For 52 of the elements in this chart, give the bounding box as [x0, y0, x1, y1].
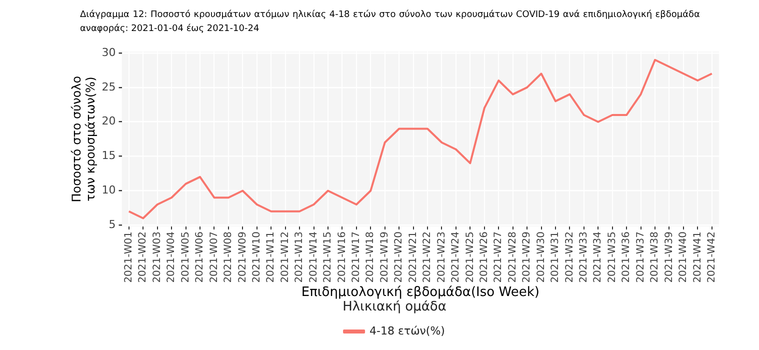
x-tick-label: 2021-W42 — [706, 232, 718, 283]
x-tick-label: 2021-W15 — [322, 232, 334, 283]
y-tick-label: 10 — [102, 184, 116, 197]
x-tick-label: 2021-W35 — [606, 232, 618, 283]
x-axis-title: Επιδημιολογική εβδομάδα(Iso Week) — [301, 284, 540, 300]
y-tick-label: 25 — [102, 80, 116, 94]
x-tick-label: 2021-W37 — [635, 232, 646, 283]
x-tick-label: 2021-W13 — [294, 232, 306, 283]
x-tick-label: 2021-W03 — [152, 232, 163, 283]
x-tick-label: 2021-W10 — [251, 232, 262, 283]
x-tick-label: 2021-W08 — [223, 232, 234, 283]
x-tick-label: 2021-W29 — [522, 232, 533, 283]
x-tick-label: 2021-W14 — [308, 232, 320, 283]
x-tick-label: 2021-W36 — [621, 232, 632, 283]
x-tick-label: 2021-W28 — [507, 232, 518, 283]
x-tick-label: 2021-W01 — [124, 232, 134, 283]
x-tick-label: 2021-W32 — [564, 232, 576, 283]
x-tick-label: 2021-W31 — [550, 232, 562, 283]
legend-label: 4-18 ετών(%) — [370, 324, 445, 338]
x-tick-label: 2021-W20 — [394, 232, 405, 283]
x-tick-label: 2021-W18 — [365, 232, 376, 283]
y-tick-label: 30 — [102, 46, 116, 59]
x-tick-label: 2021-W19 — [379, 232, 390, 283]
x-tick-label: 2021-W06 — [194, 232, 206, 283]
x-tick-label: 2021-W27 — [493, 232, 504, 283]
x-tick-label: 2021-W38 — [650, 232, 661, 283]
x-tick-label: 2021-W17 — [351, 232, 362, 283]
x-tick-label: 2021-W39 — [664, 232, 675, 283]
y-axis-title: Ποσοστό στο σύνολο των κρουσμάτων(%) — [69, 76, 98, 202]
x-tick-label: 2021-W21 — [408, 232, 419, 283]
y-tick-label: 5 — [108, 218, 116, 232]
x-tick-label: 2021-W04 — [166, 232, 178, 283]
x-tick-label: 2021-W24 — [450, 232, 462, 283]
x-tick-label: 2021-W07 — [208, 232, 220, 283]
x-tick-label: 2021-W26 — [478, 232, 490, 283]
x-tick-label: 2021-W02 — [138, 232, 149, 283]
x-tick-label: 2021-W23 — [436, 232, 448, 283]
y-tick-label: 15 — [102, 149, 116, 162]
x-tick-label: 2021-W05 — [180, 232, 192, 283]
x-tick-label: 2021-W41 — [692, 232, 704, 283]
x-tick-label: 2021-W25 — [464, 232, 476, 283]
x-tick-label: 2021-W16 — [336, 232, 348, 283]
x-tick-label: 2021-W22 — [422, 232, 434, 283]
chart-title: Διάγραμμα 12: Ποσοστό κρουσμάτων ατόμων ηλικίας 4-18 ετών στο σύνολο των κρουσμάτων COVID-19 ανά επιδημιολογική εβδομάδα αναφοράς: 2021-01-04 έως 2021-10-24 — [80, 8, 700, 36]
x-tick-label: 2021-W11 — [266, 232, 277, 283]
x-tick-label: 2021-W40 — [678, 232, 690, 283]
x-tick-label: 2021-W33 — [578, 232, 590, 283]
x-tick-label: 2021-W30 — [536, 232, 547, 283]
y-tick-label: 20 — [102, 114, 116, 128]
x-tick-label: 2021-W12 — [280, 232, 291, 283]
x-tick-label: 2021-W34 — [592, 232, 604, 283]
x-tick-label: 2021-W09 — [237, 232, 248, 283]
